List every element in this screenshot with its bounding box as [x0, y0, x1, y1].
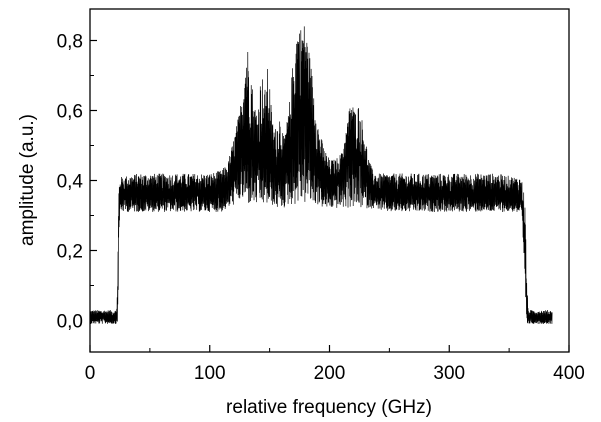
- x-tick-label: 100: [194, 363, 226, 384]
- y-tick-label: 0,4: [57, 172, 84, 193]
- x-tick-label: 200: [314, 363, 346, 384]
- x-axis-title: relative frequency (GHz): [226, 397, 432, 418]
- y-axis-title: amplitude (a.u.): [17, 114, 38, 246]
- spectrum-series: [90, 26, 553, 324]
- y-tick-label: 0,8: [57, 32, 83, 53]
- axes: 0 100 200 300 400 0,0 0,2 0,4 0,6 0,8: [57, 32, 585, 385]
- x-tick-label: 300: [433, 363, 465, 384]
- x-tick-label: 400: [553, 363, 585, 384]
- x-tick-label: 0: [85, 363, 96, 384]
- y-tick-label: 0,6: [57, 102, 83, 123]
- y-tick-label: 0,2: [57, 242, 83, 263]
- plot-area: [90, 26, 553, 324]
- y-tick-label: 0,0: [57, 312, 83, 333]
